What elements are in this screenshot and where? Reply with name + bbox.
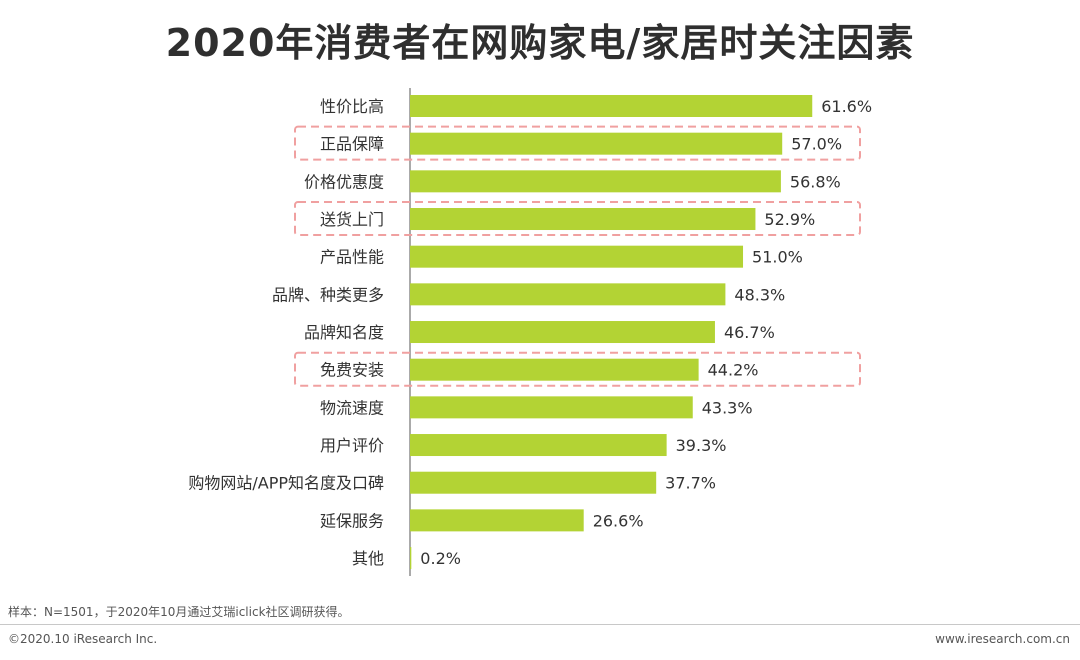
bar xyxy=(410,170,781,193)
category-label: 送货上门 xyxy=(320,210,384,229)
data-label: 39.3% xyxy=(676,436,727,455)
bar xyxy=(410,208,756,231)
highlight-box xyxy=(294,125,861,161)
data-label: 61.6% xyxy=(821,97,872,116)
data-label: 51.0% xyxy=(752,248,803,267)
bar xyxy=(410,396,693,419)
category-label: 正品保障 xyxy=(320,135,384,154)
bar xyxy=(410,358,699,381)
category-label: 购物网站/APP知名度及口碑 xyxy=(188,474,384,493)
copyright-text: ©2020.10 iResearch Inc. xyxy=(8,632,158,646)
data-label: 26.6% xyxy=(593,511,644,530)
category-label: 产品性能 xyxy=(320,248,384,267)
data-label: 37.7% xyxy=(665,474,716,493)
category-label: 品牌知名度 xyxy=(304,323,384,342)
data-label: 56.8% xyxy=(790,172,841,191)
category-label: 用户评价 xyxy=(320,436,384,455)
highlight-box xyxy=(294,201,861,237)
data-label: 0.2% xyxy=(420,549,461,568)
bar xyxy=(410,132,783,155)
bar xyxy=(410,509,584,532)
category-label: 免费安装 xyxy=(320,361,384,380)
category-label: 物流速度 xyxy=(320,398,384,417)
data-label: 43.3% xyxy=(702,398,753,417)
data-label: 44.2% xyxy=(708,361,759,380)
category-label: 其他 xyxy=(352,549,384,568)
category-label: 延保服务 xyxy=(320,511,384,530)
data-label: 48.3% xyxy=(734,285,785,304)
bar xyxy=(410,95,813,117)
category-label: 价格优惠度 xyxy=(304,172,384,191)
bar xyxy=(410,245,744,268)
bar xyxy=(410,434,667,457)
highlight-box xyxy=(294,351,861,387)
bar xyxy=(410,321,715,344)
data-label: 52.9% xyxy=(764,210,815,229)
data-label: 57.0% xyxy=(791,135,842,154)
bar-chart: 性价比高 61.6% 正品保障 57.0% 价格优惠度 56.8% 送货上门 52.9% 产品性… xyxy=(188,88,872,577)
chart-title: 2020年消费者在网购家电/家居时关注因素 xyxy=(165,21,915,65)
footer-divider xyxy=(0,624,1080,625)
data-label: 46.7% xyxy=(724,323,775,342)
bar xyxy=(410,547,412,570)
bar xyxy=(410,283,726,306)
category-label: 性价比高 xyxy=(320,97,384,116)
category-label: 品牌、种类更多 xyxy=(272,285,384,304)
bar xyxy=(410,471,657,494)
website-link[interactable]: www.iresearch.com.cn xyxy=(935,632,1070,646)
sample-note: 样本：N=1501，于2020年10月通过艾瑞iclick社区调研获得。 xyxy=(8,605,350,619)
